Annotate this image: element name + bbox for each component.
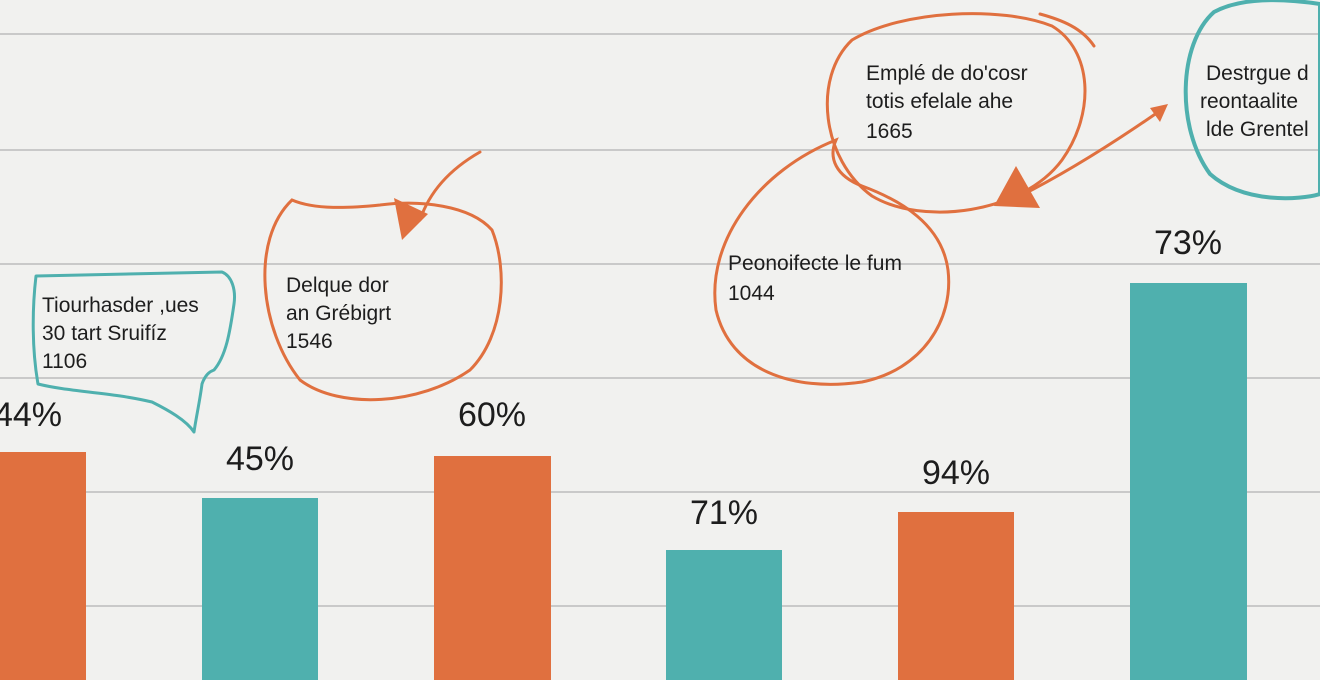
arrowhead-icon [1150, 104, 1168, 122]
arrowhead-icon [994, 166, 1040, 208]
annotation-2-line-2: an Grébigrt [286, 302, 391, 325]
annotation-5-line-3: lde Grentel [1206, 118, 1309, 141]
annotation-5-line-2: reontaalite [1200, 90, 1298, 113]
annotation-1-line-3: 1106 [42, 350, 87, 373]
svg-text:Destrgue d reontaalite: Destrgue d reontaalite lde Grentel [1200, 62, 1315, 141]
bars [0, 283, 1247, 680]
bar-label-5: 94% [922, 454, 990, 492]
bar-label-1: 44% [0, 396, 62, 434]
annotation-4-line-2: 1044 [728, 282, 775, 305]
bar-5 [898, 512, 1014, 680]
bar-4 [666, 550, 782, 680]
bar-label-3: 60% [458, 396, 526, 434]
bar-3 [434, 456, 551, 680]
annotation-circle-5: Destrgue d reontaalite lde Grentel [994, 0, 1320, 208]
annotation-1-line-1: Tiourhasder ,ues [42, 294, 199, 317]
bar-label-6: 73% [1154, 224, 1222, 262]
bar-value-labels: 44% 45% 60% 71% 94% 73% [0, 224, 1222, 532]
grid-lines [0, 33, 1320, 607]
annotation-3-line-2: totis efelale ahe [866, 90, 1013, 113]
annotation-speech-bubble: Tiourhasder ,ues 30 tart Sruifíz 1106 [31, 270, 236, 434]
bar-1 [0, 452, 86, 680]
annotation-circle-3: Emplé de do'cosr totis efelale ahe 1665 [825, 12, 1096, 214]
annotation-circle-4: Peonoifecte le fum 1044 [713, 137, 951, 386]
annotation-3-line-3: 1665 [866, 120, 913, 143]
annotation-1-line-2: 30 tart Sruifíz [42, 322, 167, 345]
annotation-4-line-1: Peonoifecte le fum [728, 252, 902, 275]
svg-text:Peonoifecte le fum 1044: Peonoifecte le fum 1044 [728, 252, 908, 305]
annotation-2-line-3: 1546 [286, 330, 333, 353]
bar-label-4: 71% [690, 494, 758, 532]
bar-6 [1130, 283, 1247, 680]
svg-text:Emplé de do'cosr totis e: Emplé de do'cosr totis efelale ahe 1665 [866, 62, 1033, 143]
arrowhead-icon [394, 198, 428, 240]
annotation-2-line-1: Delque dor [286, 274, 389, 297]
bar-2 [202, 498, 318, 680]
svg-text:Tiourhasder ,ues 30 tart: Tiourhasder ,ues 30 tart Sruifíz 1106 [42, 294, 205, 373]
annotation-5-line-1: Destrgue d [1206, 62, 1309, 85]
bar-label-2: 45% [226, 440, 294, 478]
annotation-3-line-1: Emplé de do'cosr [866, 62, 1028, 85]
annotation-circle-2: Delque dor an Grébigrt 1546 [263, 150, 503, 402]
svg-text:Delque dor an Grébigrt: Delque dor an Grébigrt 1546 [286, 274, 397, 353]
